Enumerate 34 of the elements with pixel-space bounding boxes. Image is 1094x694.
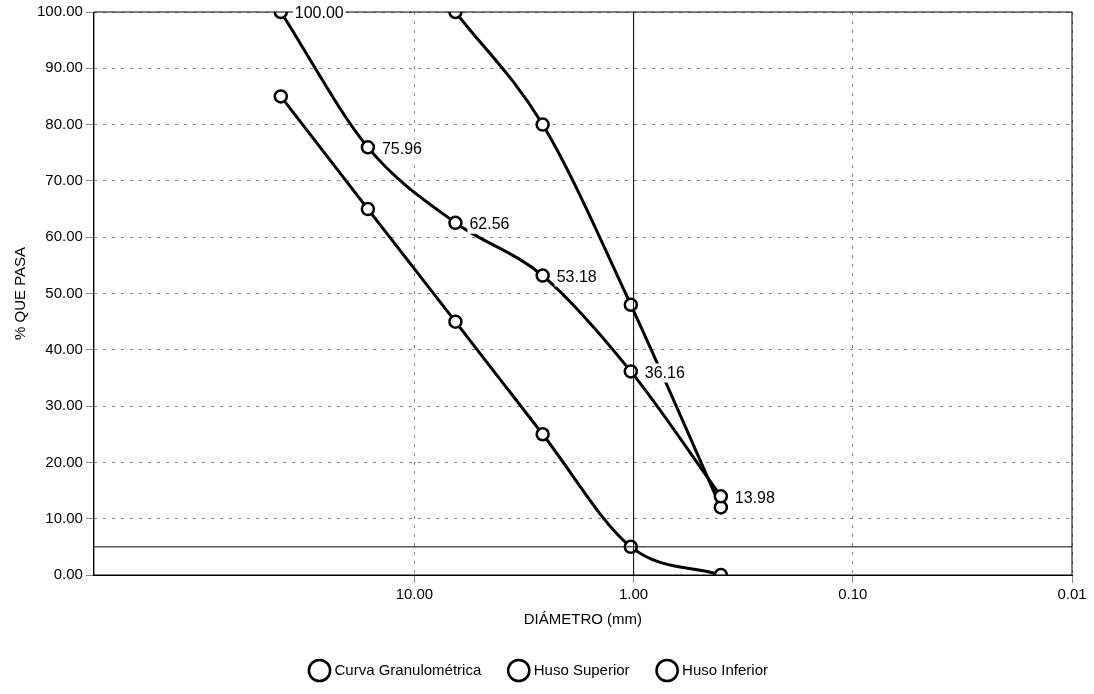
y-tick-label: 70.00: [45, 171, 83, 189]
y-axis-title: % QUE PASA: [11, 246, 29, 341]
y-tick-label: 50.00: [45, 283, 83, 301]
data-label: 75.96: [381, 139, 423, 157]
point: [623, 364, 639, 379]
legend-label: Huso Inferior: [682, 660, 768, 678]
point: [273, 89, 289, 104]
y-tick-label: 80.00: [45, 114, 83, 132]
legend-label: Curva Granulométrica: [334, 660, 482, 678]
legend-label: Huso Superior: [533, 660, 630, 678]
point: [535, 268, 550, 283]
x-axis-title: DIÁMETRO (mm): [523, 610, 643, 628]
x-tick-label: 1.00: [619, 585, 649, 603]
point: [448, 215, 463, 231]
y-tick-label: 30.00: [45, 396, 83, 414]
y-tick-label: 20.00: [45, 452, 83, 470]
point: [360, 140, 376, 155]
y-tick-label: 10.00: [45, 508, 83, 526]
y-tick-label: 100.00: [36, 2, 83, 20]
y-tick-label: 90.00: [45, 58, 83, 76]
y-tick-label: 40.00: [45, 339, 83, 357]
y-tick-label: 60.00: [45, 227, 83, 245]
data-label: 36.16: [644, 363, 685, 381]
y-tick-label: 0.00: [53, 565, 83, 583]
point: [360, 201, 376, 217]
x-tick-label: 0.10: [838, 585, 868, 603]
data-label: 100.00: [294, 4, 344, 22]
point: [448, 314, 463, 329]
point: [535, 427, 550, 442]
data-label: 13.98: [734, 488, 775, 506]
x-tick-label: 10.00: [395, 585, 434, 603]
data-label: 62.56: [469, 215, 510, 233]
data-label: 53.18: [556, 268, 597, 285]
x-tick-label: 0.01: [1057, 585, 1087, 603]
